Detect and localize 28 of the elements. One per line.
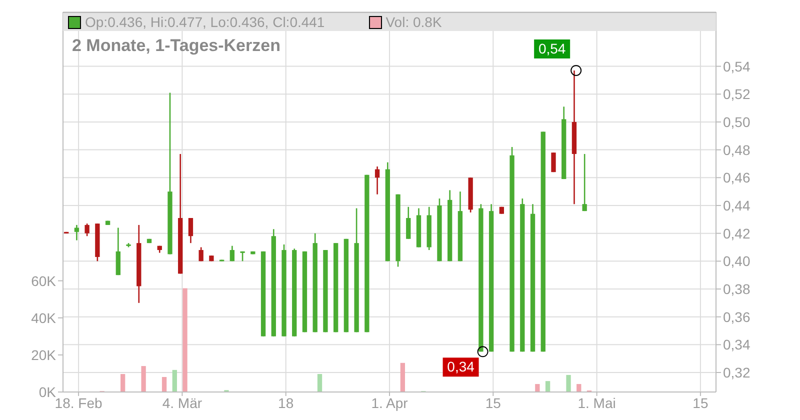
text: 2 Monate, 1-Tages-Kerzen (72, 36, 280, 56)
y-tick-label: 0,32 (723, 364, 750, 380)
y-tick-label: 0,50 (723, 114, 750, 130)
y2-tick-label: 0K (38, 384, 57, 400)
x-tick-label: 1. Mai (578, 394, 616, 411)
legend-label: Op:0.436, Hi:0.477, Lo:0.436, Cl:0.441 (85, 14, 325, 30)
x-tick-label: 4. Mär (162, 394, 202, 411)
y-tick-label: 0,36 (723, 308, 750, 325)
x-tick-label: 18. Feb (54, 394, 102, 411)
y-tick-label: 0,34 (723, 336, 750, 353)
y-tick-label: 0,54 (723, 58, 750, 74)
y2-tick-label: 60K (31, 272, 57, 289)
y-tick-label: 0,38 (723, 280, 750, 297)
y-tick-label: 0,42 (723, 225, 750, 242)
y-tick-label: 0,46 (723, 170, 750, 186)
annotation: 0,34 (447, 358, 475, 375)
annotation: 0,54 (538, 40, 566, 56)
y-tick-label: 0,44 (723, 197, 750, 214)
y-tick-label: 0,40 (723, 253, 750, 270)
x-tick-label: 15 (485, 394, 502, 411)
x-tick-label: 15 (692, 394, 708, 411)
y2-tick-label: 40K (31, 310, 57, 326)
y2-tick-label: 20K (31, 346, 57, 363)
x-tick-label: 18 (278, 394, 294, 411)
y-tick-label: 0,48 (723, 142, 750, 158)
x-tick-label: 1. Apr (371, 394, 408, 411)
legend-label: Vol: 0.8K (386, 14, 442, 30)
y-tick-label: 0,52 (723, 86, 750, 102)
